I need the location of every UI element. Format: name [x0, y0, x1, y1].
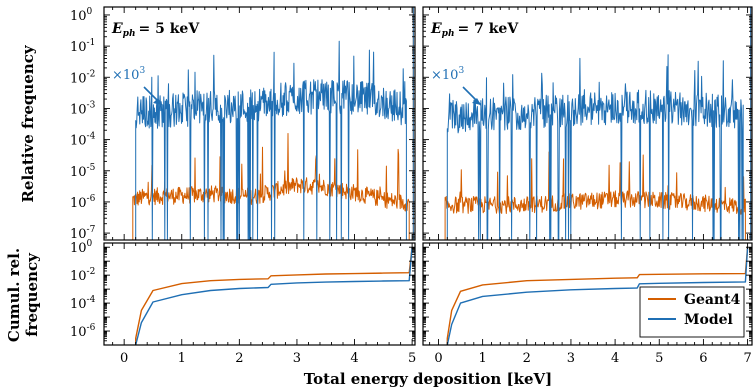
ytick-base: 10: [70, 196, 87, 211]
scale-factor-base: ×10: [431, 68, 458, 83]
top-left-ytick-label: 10-5: [70, 163, 96, 180]
bottom-left-ytick-label: 10-6: [70, 323, 96, 340]
bottom-left-ytick-label: 100: [70, 239, 93, 256]
bottom-right-xtick-label: 5: [655, 351, 663, 366]
ytick-exponent: 0: [87, 239, 93, 249]
ytick-exponent: -4: [87, 295, 96, 305]
annotation-symbol: E: [111, 21, 123, 37]
bottom-right-xtick-label: 2: [523, 351, 531, 366]
annotation-value: = 7 keV: [458, 21, 520, 37]
plot-backgrounds: [104, 7, 752, 345]
bottom-left-xtick-label: 2: [235, 351, 243, 366]
ytick-exponent: -2: [87, 69, 96, 79]
bottom-right-xtick-label: 1: [478, 351, 486, 366]
ytick-base: 10: [70, 40, 87, 55]
scale-factor-exponent: 3: [458, 66, 464, 76]
bottom-left-series-model: [135, 247, 413, 346]
scale-factor-base: ×10: [112, 68, 139, 83]
bottom-left-plot-area: [104, 243, 415, 345]
ytick-exponent: -7: [87, 225, 96, 235]
top-left-ytick-label: 10-2: [70, 69, 95, 86]
annotation-symbol: E: [430, 21, 442, 37]
ytick-base: 10: [70, 134, 87, 149]
top-left-ytick-label: 10-1: [70, 38, 95, 55]
top-right-scale-factor-label: ×103: [431, 66, 464, 83]
top-left-ytick-label: 10-3: [70, 100, 96, 117]
bottom-right-series-geant4: [446, 247, 749, 345]
top-left-frame: [103, 6, 416, 241]
bottom-left-frame: [103, 242, 416, 346]
ytick-base: 10: [70, 241, 87, 256]
top-left-ytick-label: 10-7: [70, 225, 96, 242]
ytick-exponent: -3: [87, 100, 96, 110]
ytick-base: 10: [70, 102, 87, 117]
top-left-photon-energy-label: Eph = 5 keV: [111, 21, 200, 39]
axes-layer: [103, 6, 753, 346]
bottom-left-xtick-label: 0: [120, 351, 128, 366]
legend-label-model: Model: [684, 312, 733, 328]
bottom-right-xtick-label: 3: [567, 351, 575, 366]
ytick-base: 10: [70, 71, 87, 86]
bottom-right-frame: [422, 242, 753, 346]
ytick-base: 10: [70, 297, 87, 312]
ytick-exponent: -4: [87, 132, 96, 142]
top-right-photon-energy-label: Eph = 7 keV: [430, 21, 519, 39]
top-left-scale-factor-label: ×103: [112, 66, 145, 83]
legend-box: [639, 286, 745, 338]
bottom-right-xtick-label: 0: [434, 351, 442, 366]
y-axis-label-relative-frequency: Relative frequency: [19, 44, 37, 202]
ytick-base: 10: [70, 9, 87, 24]
bottom-left-series-geant4: [135, 247, 413, 345]
x-axis-label: Total energy deposition [keV]: [304, 370, 553, 388]
ytick-exponent: -1: [87, 38, 96, 48]
ytick-base: 10: [70, 269, 87, 284]
scale-factor-exponent: 3: [139, 66, 145, 76]
ytick-base: 10: [70, 227, 87, 242]
top-left-ytick-label: 10-6: [70, 194, 96, 211]
ytick-exponent: -6: [87, 194, 96, 204]
ytick-exponent: -6: [87, 323, 96, 333]
bottom-right-xtick-label: 7: [743, 351, 751, 366]
top-left-scale-arrowhead: [153, 98, 162, 105]
bottom-left-xtick-label: 4: [350, 351, 358, 366]
bottom-right-xtick-label: 4: [611, 351, 619, 366]
ytick-exponent: -2: [87, 267, 96, 277]
legend-label-geant4: Geant4: [684, 292, 741, 308]
bottom-left-xtick-label: 3: [293, 351, 301, 366]
ytick-exponent: 0: [87, 7, 93, 17]
annotation-subscript: ph: [123, 29, 136, 39]
bottom-right-series-model: [446, 247, 749, 346]
ytick-base: 10: [70, 165, 87, 180]
bottom-left-xtick-label: 1: [178, 351, 186, 366]
bottom-left-ytick-label: 10-4: [70, 295, 96, 312]
bottom-left-ytick-label: 10-2: [70, 267, 95, 284]
top-left-ytick-label: 10-4: [70, 132, 96, 149]
annotation-value: = 5 keV: [139, 21, 201, 37]
annotation-subscript: ph: [442, 29, 455, 39]
top-left-ytick-label: 100: [70, 7, 93, 24]
ytick-exponent: -5: [87, 163, 96, 173]
bottom-right-xtick-label: 6: [699, 351, 707, 366]
top-right-scale-arrowhead: [472, 98, 481, 105]
top-right-frame: [422, 6, 753, 241]
y-axis-label-cumulative-line2: frequency: [23, 252, 41, 337]
ytick-base: 10: [70, 325, 87, 340]
bottom-left-xtick-label: 5: [408, 351, 416, 366]
y-axis-label-cumulative-line1: Cumul. rel.: [5, 248, 23, 342]
